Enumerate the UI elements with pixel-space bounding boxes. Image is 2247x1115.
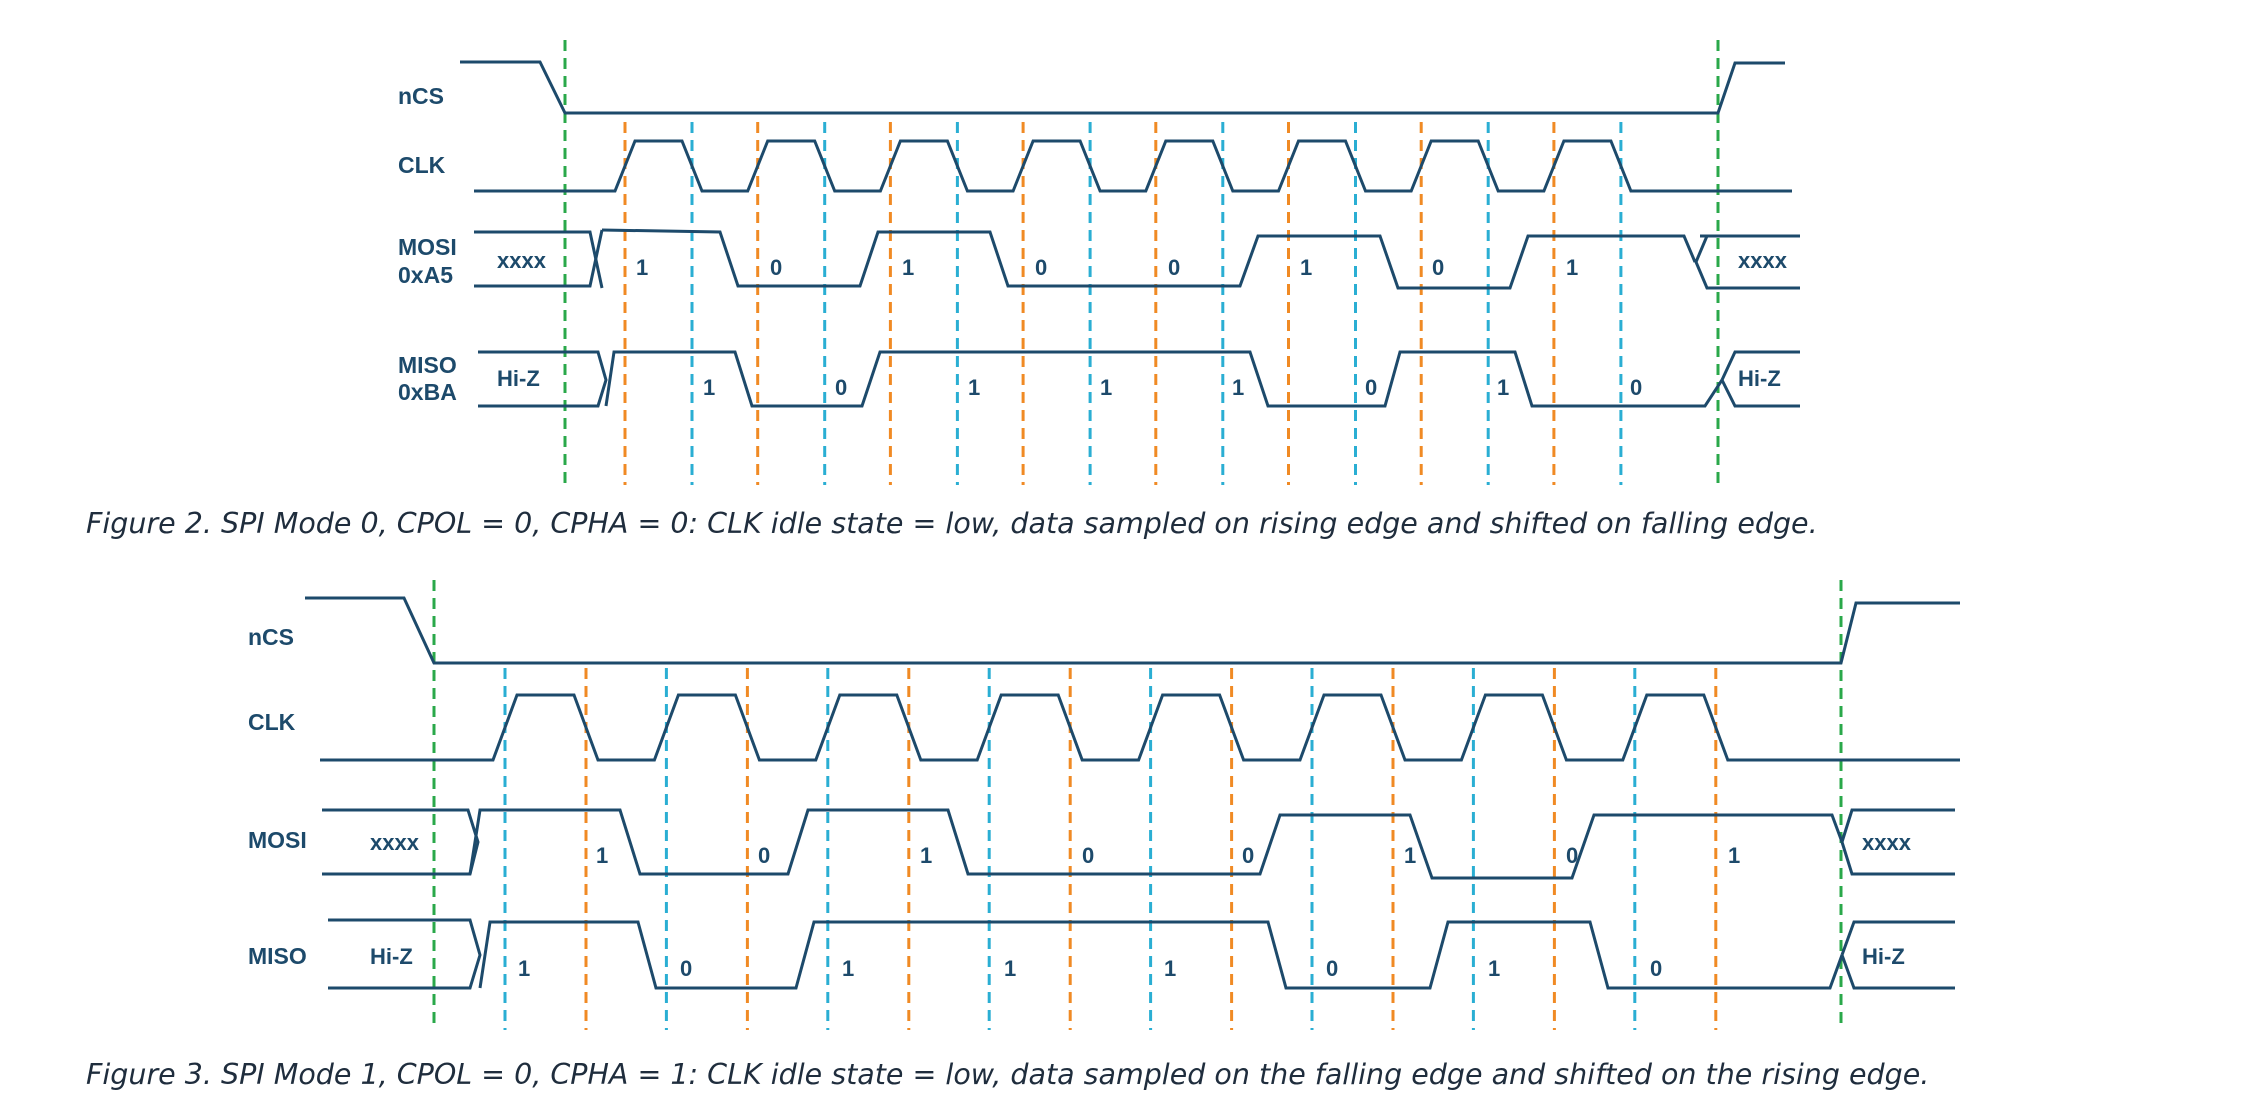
ncs-signal xyxy=(305,596,1960,665)
mosi-bit-4: 0 xyxy=(1035,255,1047,280)
miso-idle-start: Hi-Z xyxy=(370,944,413,969)
mosi-end-bottom xyxy=(1840,841,1955,876)
mosi-bit-7: 0 xyxy=(1566,843,1578,868)
mosi-bit-6: 1 xyxy=(1404,843,1416,868)
miso-value-label: 0xBA xyxy=(398,379,457,405)
clk-signal xyxy=(320,693,1960,762)
mosi-idle-end: xxxx xyxy=(1862,830,1912,855)
ncs-label: nCS xyxy=(398,83,444,109)
miso-end-top xyxy=(1720,350,1800,381)
miso-bit-6: 0 xyxy=(1365,375,1377,400)
miso-idle-start-shape xyxy=(328,918,482,990)
miso-idle-start: Hi-Z xyxy=(497,366,540,391)
miso-bit-5: 1 xyxy=(1164,956,1176,981)
miso-bit-4: 1 xyxy=(1100,375,1112,400)
edge-markers xyxy=(563,40,1720,485)
mosi-bit-1: 1 xyxy=(596,843,608,868)
edge-markers xyxy=(432,580,1843,1030)
mosi-end-top xyxy=(1840,808,1955,843)
miso-bit-3: 1 xyxy=(842,956,854,981)
miso-end-top xyxy=(1840,920,1955,956)
mosi-bit-3: 1 xyxy=(902,255,914,280)
miso-label: MISO xyxy=(248,943,307,969)
miso-bit-2: 0 xyxy=(680,956,692,981)
mosi-bit-4: 0 xyxy=(1082,843,1094,868)
signals xyxy=(305,596,1960,990)
figure-3-caption: Figure 3. SPI Mode 1, CPOL = 0, CPHA = 1… xyxy=(86,1058,1930,1091)
mosi-bit-2: 0 xyxy=(770,255,782,280)
mosi-bit-7: 0 xyxy=(1432,255,1444,280)
spi-mode1-timing-diagram: nCS CLK MOSI MISO xxxx xxxx Hi-Z Hi-Z 1 0… xyxy=(248,580,1960,1030)
mosi-bit-8: 1 xyxy=(1566,255,1578,280)
mosi-bit-8: 1 xyxy=(1728,843,1740,868)
mosi-end-bottom xyxy=(1694,234,1800,290)
miso-bit-1: 1 xyxy=(518,956,530,981)
miso-idle-end: Hi-Z xyxy=(1738,366,1781,391)
miso-idle-start-shape xyxy=(478,350,608,408)
clk-signal xyxy=(474,139,1792,193)
ncs-label: nCS xyxy=(248,624,294,650)
mosi-label: MOSI xyxy=(248,827,307,853)
miso-bit-8: 0 xyxy=(1650,956,1662,981)
clk-label: CLK xyxy=(248,709,296,735)
mosi-bit-6: 1 xyxy=(1300,255,1312,280)
miso-bit-8: 0 xyxy=(1630,375,1642,400)
mosi-bit-5: 0 xyxy=(1242,843,1254,868)
miso-bit-4: 1 xyxy=(1004,956,1016,981)
mosi-idle-start: xxxx xyxy=(370,830,420,855)
miso-bit-7: 1 xyxy=(1497,375,1509,400)
mosi-data-signal xyxy=(468,808,1844,880)
miso-data-signal xyxy=(604,350,1724,408)
miso-bit-5: 1 xyxy=(1232,375,1244,400)
mosi-bit-1: 1 xyxy=(636,255,648,280)
miso-idle-end: Hi-Z xyxy=(1862,944,1905,969)
mosi-idle-top xyxy=(474,230,604,289)
miso-end-bottom xyxy=(1720,379,1800,408)
mosi-idle-start: xxxx xyxy=(497,248,547,273)
signals xyxy=(460,60,1800,408)
ncs-signal xyxy=(460,60,1785,115)
miso-bit-6: 0 xyxy=(1326,956,1338,981)
mosi-value-label: 0xA5 xyxy=(398,262,453,288)
mosi-bit-2: 0 xyxy=(758,843,770,868)
mosi-idle-bottom xyxy=(474,229,604,288)
mosi-idle-start-shape xyxy=(322,808,480,876)
miso-end-bottom xyxy=(1840,954,1955,990)
miso-label: MISO xyxy=(398,352,457,378)
clk-label: CLK xyxy=(398,152,446,178)
miso-data-signal xyxy=(478,920,1844,990)
mosi-bit-3: 1 xyxy=(920,843,932,868)
miso-bit-2: 0 xyxy=(835,375,847,400)
miso-bit-3: 1 xyxy=(968,375,980,400)
mosi-idle-end: xxxx xyxy=(1738,248,1788,273)
spi-mode0-timing-diagram: nCS CLK MOSI 0xA5 MISO 0xBA xxxx xxxx Hi… xyxy=(398,40,1800,485)
mosi-data-signal xyxy=(601,228,1697,290)
mosi-bit-5: 0 xyxy=(1168,255,1180,280)
miso-bit-7: 1 xyxy=(1488,956,1500,981)
mosi-label: MOSI xyxy=(398,234,457,260)
miso-bit-1: 1 xyxy=(703,375,715,400)
figure-2-caption: Figure 2. SPI Mode 0, CPOL = 0, CPHA = 0… xyxy=(86,507,1818,540)
